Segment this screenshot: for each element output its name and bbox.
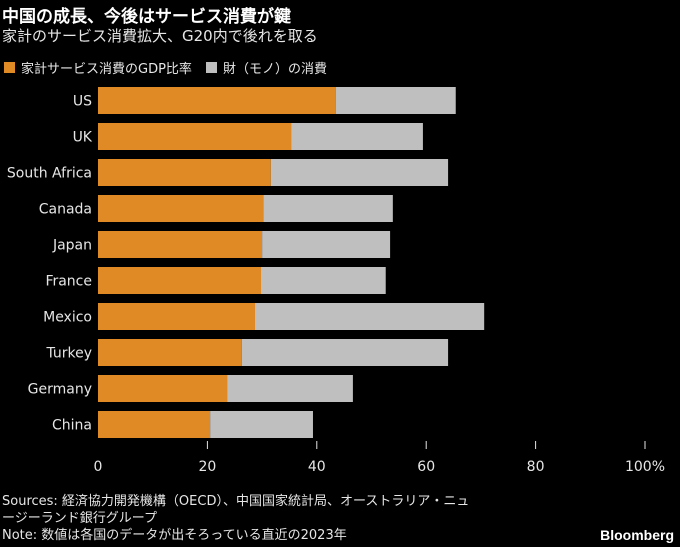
x-tick-label: 0	[94, 459, 103, 475]
bar-services	[98, 411, 211, 438]
x-tick-label: 60	[417, 459, 435, 475]
category-label: Canada	[39, 202, 92, 218]
x-tick-label: 20	[198, 459, 216, 475]
bar-goods	[263, 195, 393, 222]
category-label: Turkey	[45, 346, 92, 362]
bar-goods	[227, 375, 353, 402]
note: Note: 数値は各国のデータが出そろっている直近の2023年	[2, 528, 347, 543]
bar-services	[98, 87, 336, 114]
category-label: France	[45, 274, 92, 290]
category-label: South Africa	[7, 166, 92, 182]
bar-services	[98, 159, 271, 186]
bar-services	[98, 303, 255, 330]
bar-services	[98, 339, 242, 366]
sources-line-1: Sources: 経済協力開発機構（OECD）、中国国家統計局、オーストラリア・…	[2, 494, 470, 509]
bar-services	[98, 375, 228, 402]
bar-chart: US UK South Africa Canada Japan France Mexico T…	[7, 87, 665, 475]
bar-goods	[335, 87, 456, 114]
bar-goods	[262, 231, 391, 258]
legend-swatch-services	[4, 62, 15, 73]
bar-goods	[261, 267, 386, 294]
bloomberg-logo: Bloomberg	[600, 527, 674, 543]
category-label: Japan	[52, 238, 92, 254]
category-label: Germany	[28, 382, 92, 398]
bar-goods	[210, 411, 313, 438]
legend-item-services: 家計サービス消費のGDP比率	[4, 58, 192, 77]
sources-line-2: ージーランド銀行グループ	[2, 511, 157, 526]
bar-services	[98, 123, 292, 150]
legend-label-services: 家計サービス消費のGDP比率	[21, 62, 192, 77]
legend: 家計サービス消費のGDP比率 財（モノ）の消費	[4, 58, 341, 77]
legend-label-goods: 財（モノ）の消費	[222, 62, 327, 77]
bar-goods	[241, 339, 449, 366]
chart-subtitle: 家計のサービス消費拡大、G20内で後れを取る	[2, 27, 318, 45]
bar-goods	[270, 159, 449, 186]
category-label: China	[52, 418, 92, 434]
category-label: Mexico	[43, 310, 92, 326]
bar-services	[98, 195, 264, 222]
footer: Sources: 経済協力開発機構（OECD）、中国国家統計局、オーストラリア・…	[2, 493, 469, 544]
chart-title: 中国の成長、今後はサービス消費が鍵	[2, 7, 291, 27]
bar-services	[98, 231, 263, 258]
x-tick-label: 100%	[625, 459, 665, 475]
category-label: UK	[73, 130, 93, 146]
x-tick-label: 40	[308, 459, 326, 475]
bar-services	[98, 267, 262, 294]
legend-swatch-goods	[205, 62, 217, 73]
bar-goods	[254, 303, 485, 330]
x-tick-label: 80	[527, 459, 545, 475]
category-label: US	[73, 94, 92, 110]
bar-goods	[291, 123, 423, 150]
legend-item-goods: 財（モノ）の消費	[205, 58, 327, 77]
